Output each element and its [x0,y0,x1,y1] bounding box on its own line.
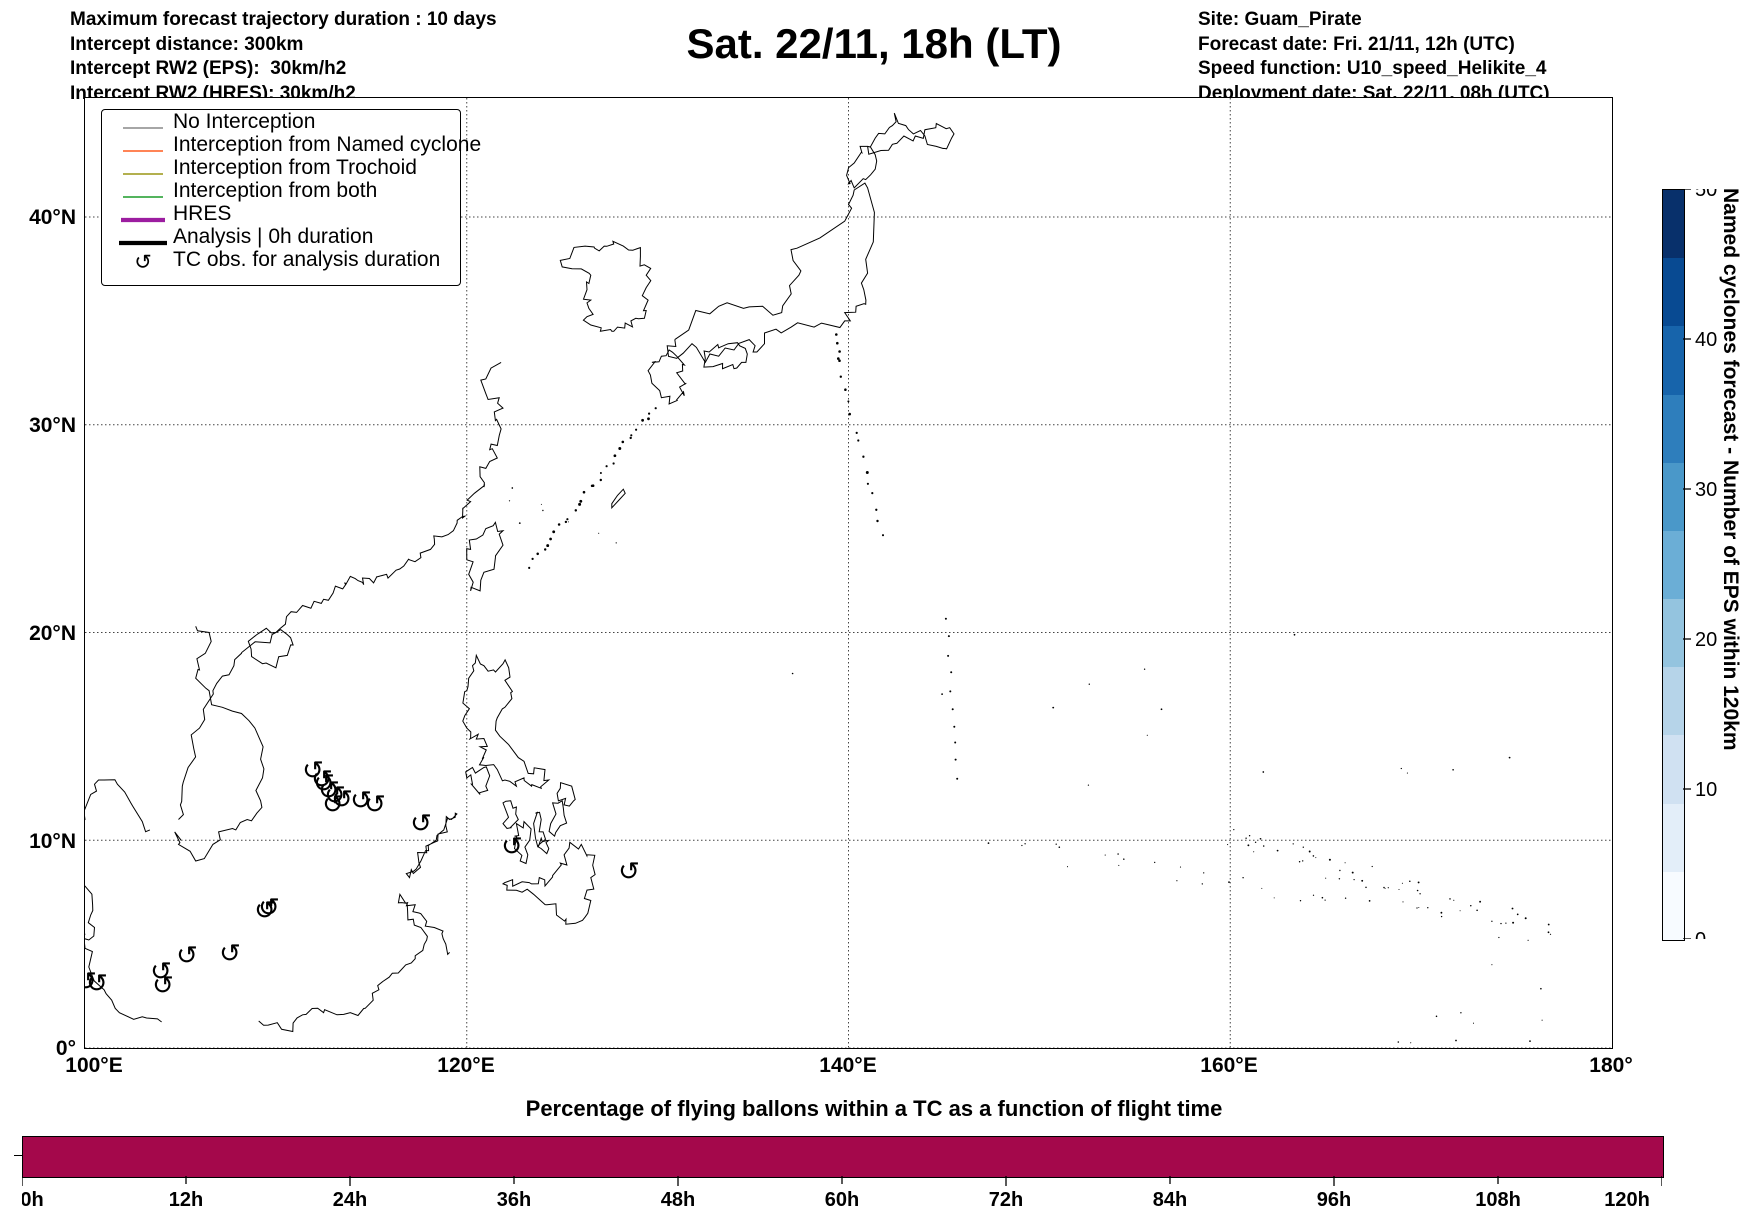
svg-text:↺: ↺ [86,968,108,998]
svg-text:36h: 36h [497,1189,531,1211]
svg-text:12h: 12h [169,1189,203,1211]
svg-text:0h: 0h [22,1189,44,1211]
svg-text:↺: ↺ [364,789,386,819]
svg-text:120h: 120h [1604,1189,1650,1211]
svg-text:72h: 72h [989,1189,1023,1211]
svg-text:0: 0 [1695,929,1706,939]
svg-text:↺: ↺ [152,970,174,1000]
svg-text:48h: 48h [661,1189,695,1211]
svg-text:84h: 84h [1153,1189,1187,1211]
svg-text:↺: ↺ [176,940,198,970]
svg-text:96h: 96h [1317,1189,1351,1211]
svg-text:↺: ↺ [219,938,241,968]
svg-text:108h: 108h [1475,1189,1521,1211]
svg-text:↺: ↺ [501,831,523,861]
svg-text:↺: ↺ [618,856,640,886]
svg-text:↺: ↺ [258,892,280,922]
svg-text:24h: 24h [333,1189,367,1211]
svg-text:↺: ↺ [410,808,432,838]
svg-text:60h: 60h [825,1189,859,1211]
svg-text:↺: ↺ [134,251,152,274]
